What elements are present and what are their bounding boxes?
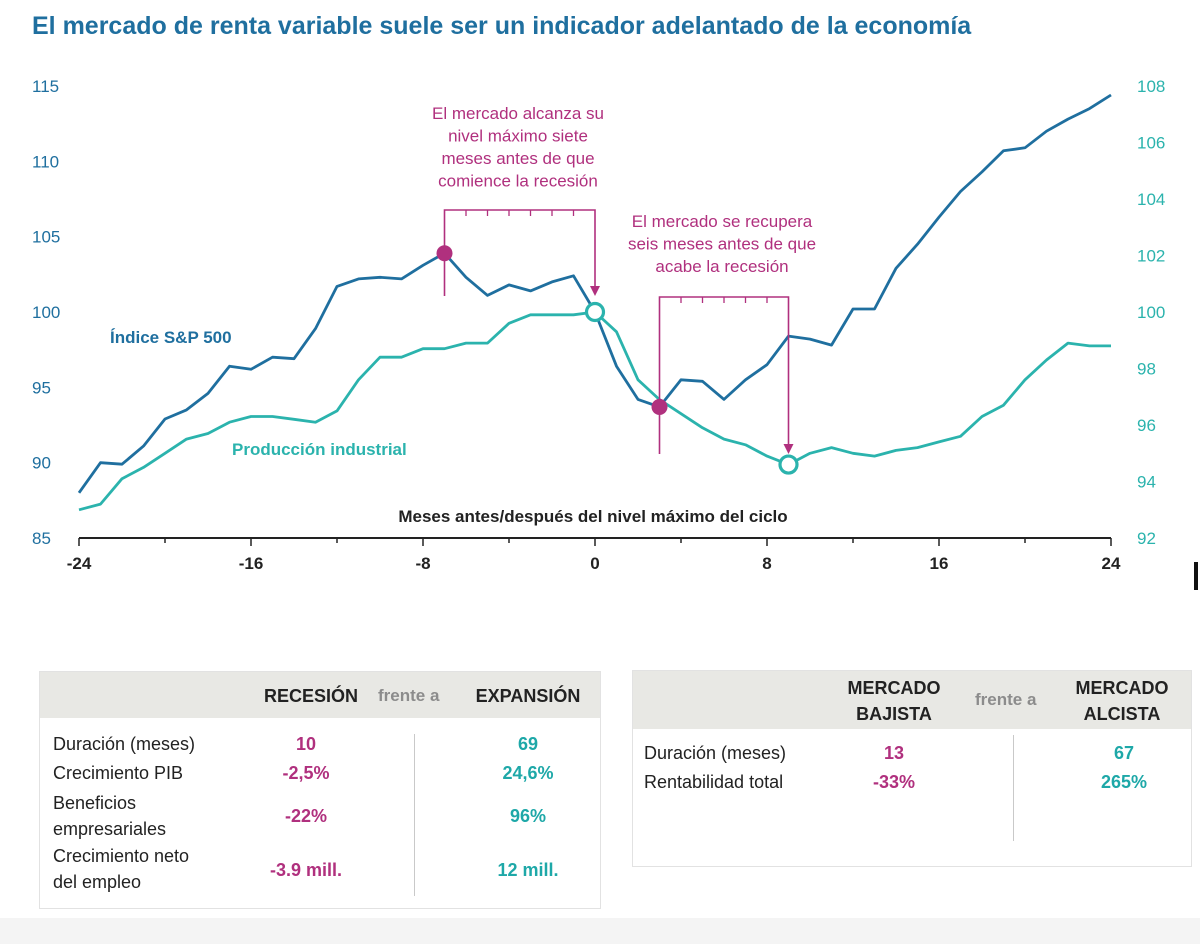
y-right-tick-label: 94 — [1137, 473, 1156, 492]
x-tick-label: -8 — [415, 554, 430, 573]
recession-value: -3.9 mill. — [269, 860, 343, 880]
row-label: Rentabilidad total — [644, 772, 784, 792]
edge-marker — [1194, 562, 1198, 590]
row-label: Duración (meses) — [644, 743, 787, 763]
header-expansion: EXPANSIÓN — [475, 686, 581, 706]
chart-title: El mercado de renta variable suele ser u… — [32, 12, 972, 40]
bull-value: 265% — [1100, 772, 1148, 792]
sp500-series-label: Índice S&P 500 — [110, 328, 232, 347]
recession-expansion-table: RECESIÓN frente a EXPANSIÓN Duración (me… — [39, 671, 601, 909]
y-left-tick-label: 95 — [32, 378, 51, 397]
ring-marker — [778, 454, 799, 475]
x-tick-label: 0 — [590, 554, 599, 573]
x-axis-title: Meses antes/después del nivel máximo del… — [398, 507, 787, 526]
column-divider — [414, 734, 415, 896]
y-right-tick-label: 102 — [1137, 247, 1165, 266]
y-left-tick-label: 100 — [32, 303, 60, 322]
header-bull-market-line1: MERCADO — [1075, 678, 1169, 698]
peak-annotation-text: nivel máximo siete — [448, 127, 588, 146]
recovery-annotation-text: El mercado se recupera — [632, 212, 813, 231]
table-header — [40, 672, 600, 718]
industrial-production-line — [78, 310, 1111, 512]
x-tick-label: 8 — [762, 554, 771, 573]
header-bear-market-line2: BAJISTA — [856, 704, 932, 724]
ring-marker — [584, 301, 606, 323]
header-versus: frente a — [975, 690, 1037, 709]
filled-marker — [436, 245, 453, 262]
header-bull-market-line2: ALCISTA — [1083, 704, 1161, 724]
y-left-tick-label: 115 — [32, 77, 59, 96]
y-right-tick-label: 96 — [1137, 416, 1156, 435]
peak-annotation-bracket — [443, 209, 596, 296]
row-label-line: del empleo — [53, 872, 142, 892]
y-left-tick-label: 110 — [32, 152, 59, 171]
x-tick-label: -16 — [239, 554, 264, 573]
recovery-annotation-arrowhead — [783, 444, 794, 454]
expansion-value: 96% — [509, 806, 547, 826]
filled-marker — [651, 398, 668, 415]
recovery-annotation-bracket — [658, 296, 790, 454]
y-right-tick-label: 108 — [1137, 77, 1165, 96]
peak-annotation-text: El mercado alcanza su — [432, 104, 604, 123]
bear-value: 13 — [883, 743, 905, 763]
header-recession: RECESIÓN — [263, 686, 359, 706]
header-versus: frente a — [378, 686, 440, 705]
y-right-tick-label: 98 — [1137, 360, 1156, 379]
y-left-tick-label: 85 — [32, 529, 51, 548]
table-header — [633, 671, 1191, 729]
bull-value: 67 — [1113, 743, 1135, 763]
expansion-value: 24,6% — [502, 763, 554, 783]
industrial-series-label: Producción industrial — [232, 440, 407, 459]
y-left-tick-label: 90 — [32, 454, 51, 473]
x-tick-label: 16 — [930, 554, 949, 573]
row-label-line: Crecimiento neto — [53, 846, 190, 866]
bear-value: -33% — [872, 772, 916, 792]
x-tick-label: 24 — [1102, 554, 1121, 573]
row-label: Duración (meses) — [53, 734, 196, 754]
header-bear-market-line1: MERCADO — [847, 678, 941, 698]
recovery-annotation-text: seis meses antes de que — [628, 235, 816, 254]
expansion-value: 69 — [517, 734, 539, 754]
x-tick-label: -24 — [67, 554, 92, 573]
recession-value: 10 — [295, 734, 317, 754]
y-right-tick-label: 92 — [1137, 529, 1156, 548]
recession-value: -22% — [284, 806, 328, 826]
chart-canvas: -24 -16 -8 0 8 16 24 85 90 95 100 105 110 115 92 94 96 98… — [32, 77, 1165, 573]
peak-annotation-text: meses antes de que — [441, 149, 594, 168]
peak-annotation-text: comience la recesión — [438, 172, 598, 191]
peak-annotation-arrowhead — [590, 286, 600, 296]
row-label: Crecimiento PIB — [53, 763, 184, 783]
y-right-tick-label: 106 — [1137, 134, 1165, 153]
footer-band — [0, 918, 1200, 944]
y-left-tick-label: 105 — [32, 228, 60, 247]
recession-value: -2,5% — [282, 763, 330, 783]
expansion-value: 12 mill. — [497, 860, 559, 880]
row-label-line: empresariales — [53, 819, 167, 839]
y-right-tick-label: 100 — [1137, 303, 1165, 322]
column-divider — [1013, 735, 1014, 841]
bear-bull-market-table: MERCADO BAJISTA frente a MERCADO ALCISTA… — [632, 670, 1192, 867]
y-right-tick-label: 104 — [1137, 190, 1165, 209]
row-label-line: Beneficios — [53, 793, 137, 813]
recovery-annotation-text: acabe la recesión — [655, 257, 788, 276]
